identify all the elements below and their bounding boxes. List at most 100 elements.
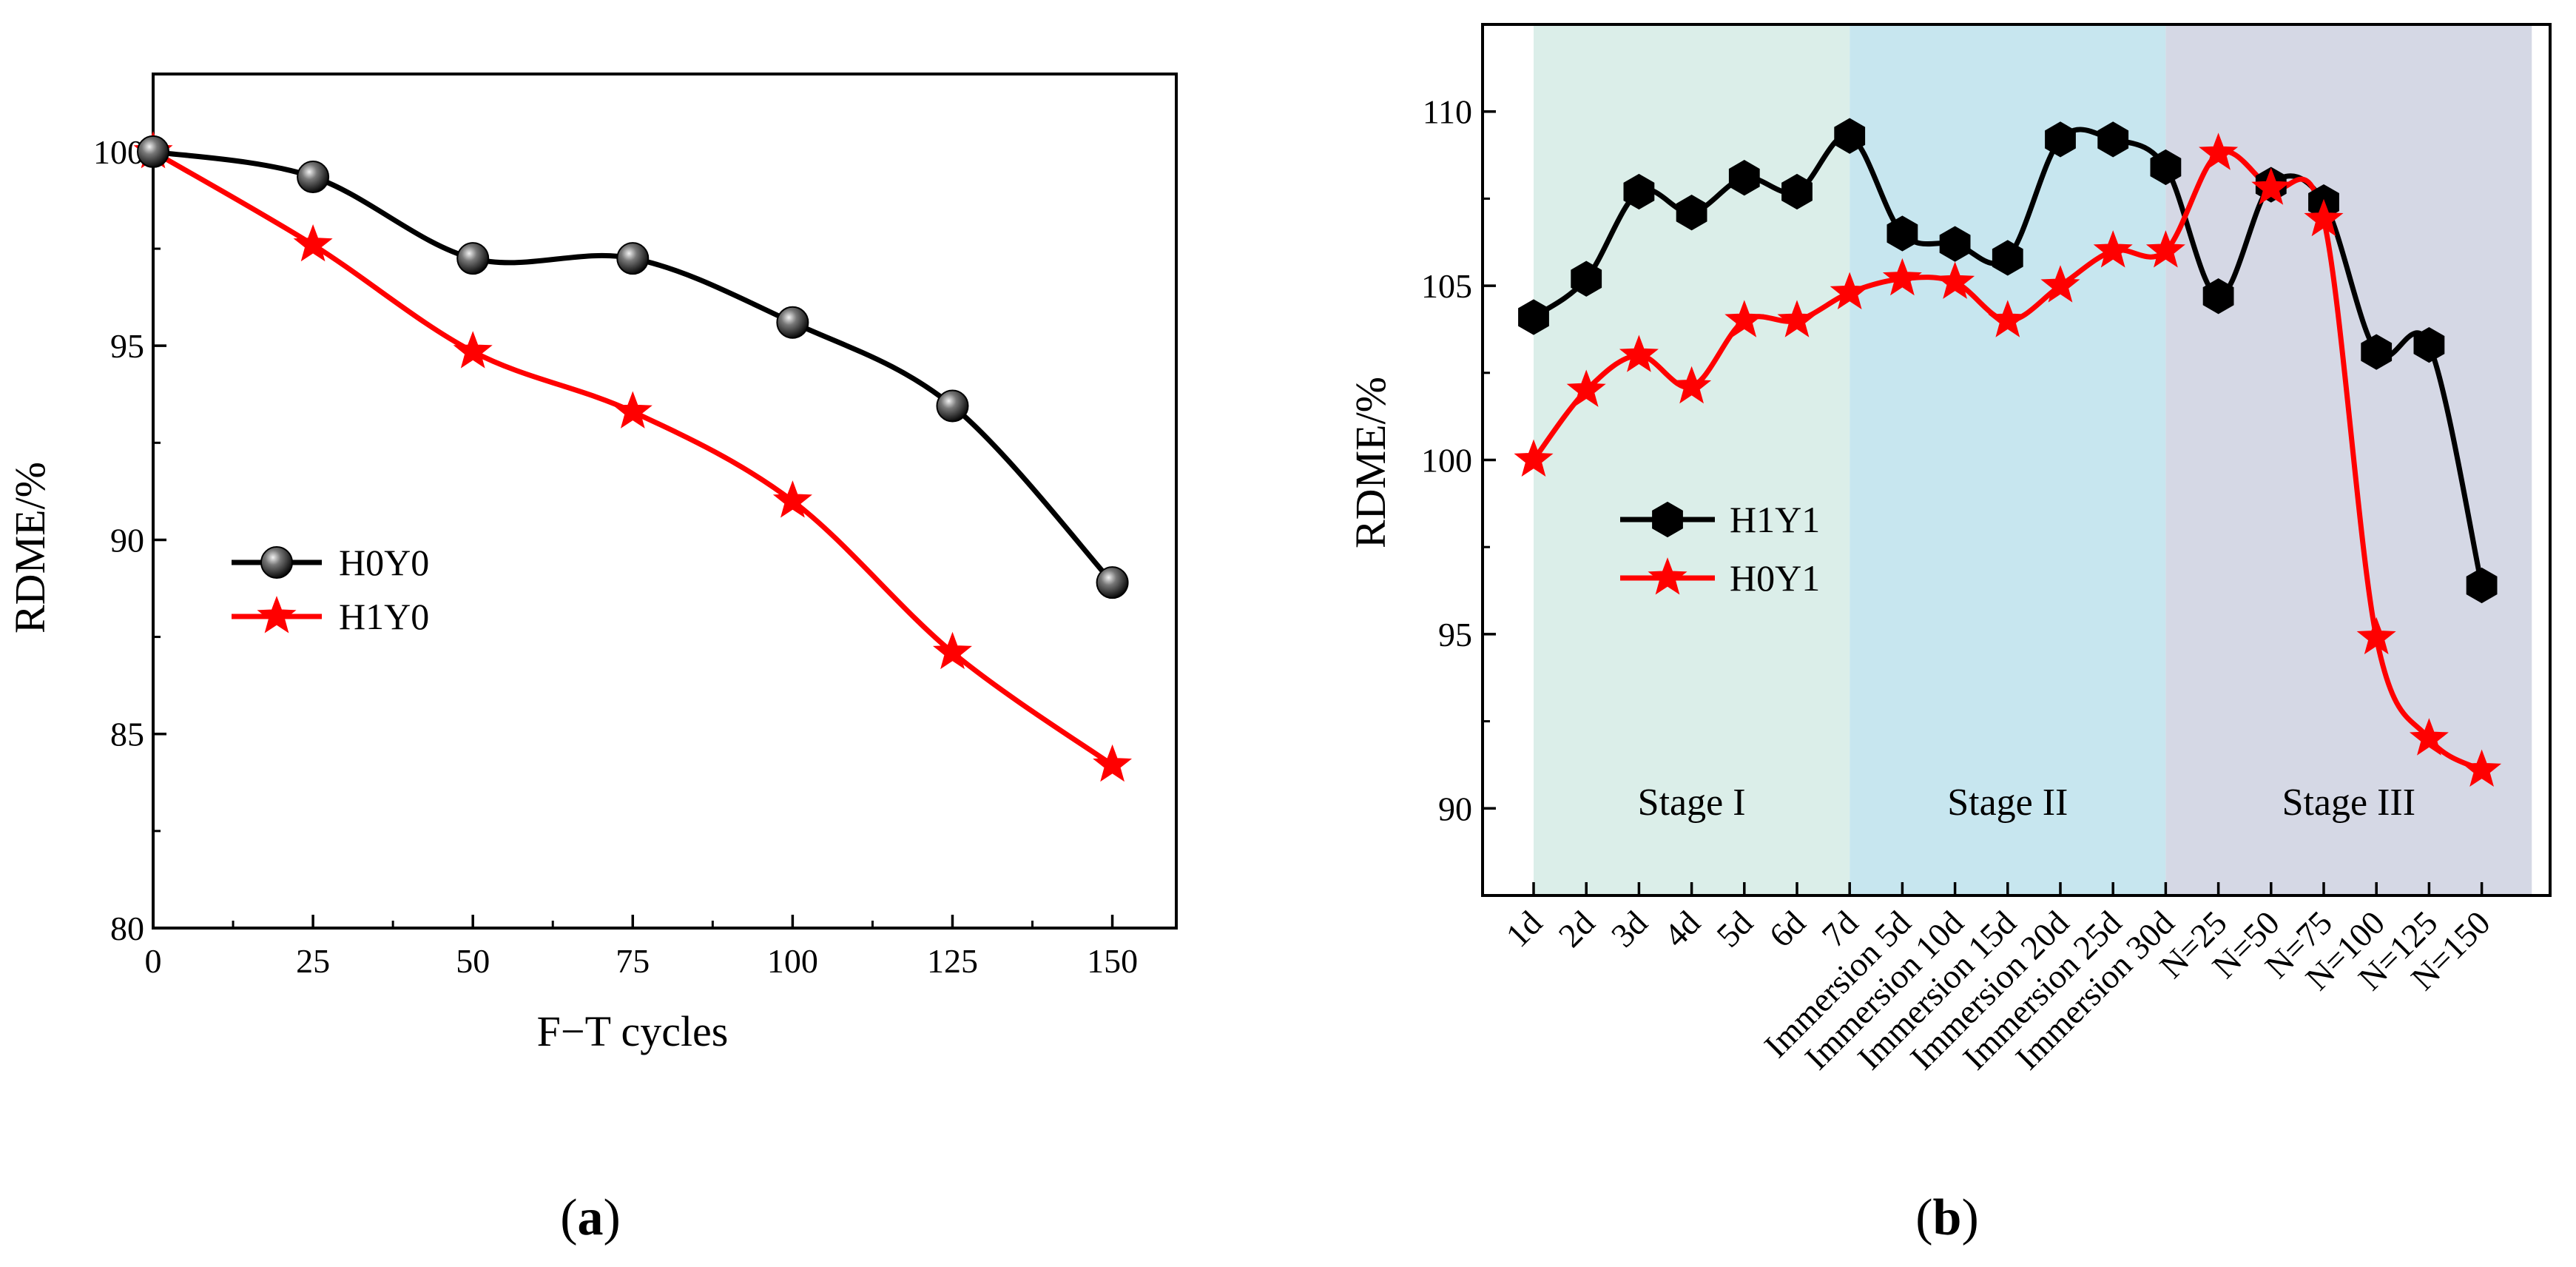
x-tick-label-a: 0 [145, 942, 162, 980]
legend-marker-h1y1 [1652, 501, 1683, 538]
y-tick-label-a: 85 [110, 716, 144, 753]
stage-label-1: Stage I [1638, 782, 1746, 824]
legend-label-h1y1: H1Y1 [1730, 499, 1820, 540]
data-point-h1y1 [2361, 334, 2393, 370]
y-tick-label-a: 95 [110, 327, 144, 365]
y-tick-label-b: 100 [1421, 442, 1472, 480]
legend-marker-h0y1 [1648, 557, 1687, 595]
data-point-h0y1 [1619, 335, 1659, 372]
data-point-h0y0 [1096, 566, 1129, 599]
data-point-h1y1 [2202, 278, 2234, 315]
x-tick-label-b: 6d [1761, 904, 1813, 955]
data-point-h1y1 [2413, 326, 2445, 363]
data-point-h0y1 [2040, 265, 2080, 303]
data-point-h1y1 [1676, 195, 1707, 231]
x-tick-label-b: 3d [1604, 904, 1655, 955]
data-point-h1y1 [2466, 567, 2498, 604]
data-point-h0y1 [2356, 616, 2396, 655]
data-point-h0y1 [1988, 300, 2028, 337]
data-point-h0y1 [2251, 167, 2291, 205]
panel-label-b-letter: b [1933, 1189, 1962, 1246]
x-tick-label-a: 50 [456, 942, 490, 980]
x-tick-label-b: 5d [1709, 904, 1760, 955]
y-tick-label-a: 80 [110, 910, 144, 947]
y-axis-label-a: RDME/% [6, 462, 54, 634]
data-point-h0y1 [1830, 272, 1869, 310]
data-point-h1y0 [772, 480, 812, 518]
chart-panel-b: Stage I Stage II Stage III 90 95 100 105 110 1d… [1346, 23, 2552, 1246]
data-point-h0y1 [2462, 749, 2502, 787]
panel-label-a-letter: a [578, 1189, 604, 1246]
legend-a: H0Y0 H1Y0 [232, 542, 429, 637]
stage-label-2: Stage II [1947, 782, 2068, 824]
data-point-h1y0 [293, 224, 333, 262]
y-tick-label-b: 95 [1438, 616, 1472, 653]
plot-frame-a [152, 73, 1178, 930]
legend-label-h0y0: H0Y0 [339, 542, 429, 583]
legend-marker-h0y0 [260, 546, 293, 579]
x-tick-label-a: 125 [927, 942, 978, 980]
chart-panel-a: 0 25 50 75 100 125 150 80 85 90 95 100 RDME/% F−T c… [6, 73, 1178, 1246]
data-point-h1y0 [932, 631, 972, 670]
data-point-h0y1 [2199, 132, 2239, 170]
data-point-h1y1 [2097, 121, 2129, 158]
data-point-h0y1 [2093, 230, 2133, 268]
x-tick-label-b: 4d [1656, 904, 1707, 955]
stage-band-1 [1534, 26, 1850, 894]
data-point-h1y0 [613, 391, 653, 429]
legend-label-h0y1: H0Y1 [1730, 557, 1820, 599]
y-tick-label-a: 100 [93, 133, 144, 171]
data-point-h1y1 [1992, 240, 2023, 276]
data-point-h0y1 [2304, 198, 2344, 237]
data-point-h1y0 [1093, 744, 1133, 782]
data-point-h0y1 [1935, 261, 1975, 299]
data-point-h1y1 [1623, 173, 1655, 210]
plot-area-a: 0 25 50 75 100 125 150 80 85 90 95 100 [93, 73, 1178, 980]
data-point-h0y1 [1514, 439, 1554, 477]
x-tick-label-a: 150 [1087, 942, 1138, 980]
y-axis-label-b: RDME/% [1346, 377, 1395, 548]
data-point-h0y1 [1777, 300, 1817, 337]
data-point-h0y0 [456, 242, 490, 275]
y-tick-label-b: 110 [1423, 93, 1472, 131]
data-point-h0y0 [297, 161, 330, 194]
panel-label-b: (b) [1915, 1189, 1979, 1246]
x-tick-label-b: 2d [1551, 904, 1602, 955]
x-tick-label-a: 75 [616, 942, 650, 980]
data-point-h1y1 [1887, 215, 1918, 252]
data-point-h0y0 [776, 306, 809, 339]
data-point-h1y1 [1834, 118, 1866, 154]
panel-label-a: (a) [560, 1189, 621, 1246]
data-point-h1y1 [2150, 149, 2182, 186]
data-point-h0y1 [2409, 718, 2449, 756]
data-point-h1y1 [1728, 160, 1760, 196]
x-tick-label-a: 100 [767, 942, 818, 980]
x-tick-label-a: 25 [296, 942, 330, 980]
data-point-h0y0 [936, 389, 969, 423]
data-point-h1y1 [2045, 121, 2076, 158]
stage-band-2 [1850, 26, 2166, 894]
data-point-h0y1 [1882, 258, 1922, 296]
data-point-h0y1 [1724, 300, 1764, 337]
y-tick-label-b: 105 [1421, 267, 1472, 305]
data-point-h1y1 [1939, 226, 1971, 262]
y-tick-label-b: 90 [1438, 790, 1472, 827]
x-tick-label-b: 1d [1498, 904, 1549, 955]
data-point-h0y0 [616, 242, 650, 275]
data-point-h1y0 [453, 331, 493, 369]
data-point-h0y1 [1672, 366, 1712, 404]
data-point-h1y1 [1571, 261, 1602, 297]
stage-band-3 [2165, 26, 2532, 894]
data-point-h0y0 [137, 135, 169, 168]
legend-marker-h1y0 [257, 596, 297, 634]
data-point-h1y1 [1781, 173, 1813, 210]
data-point-h0y1 [1566, 369, 1606, 407]
legend-b: H1Y1 H0Y1 [1620, 499, 1820, 599]
stage-bands-b: Stage I Stage II Stage III [1534, 26, 2532, 894]
data-point-h1y1 [1518, 299, 1549, 335]
legend-label-h1y0: H1Y0 [339, 596, 429, 637]
x-axis-label-a: F−T cycles [537, 1007, 729, 1055]
y-tick-label-a: 90 [110, 521, 144, 559]
data-point-h0y1 [2145, 230, 2185, 268]
